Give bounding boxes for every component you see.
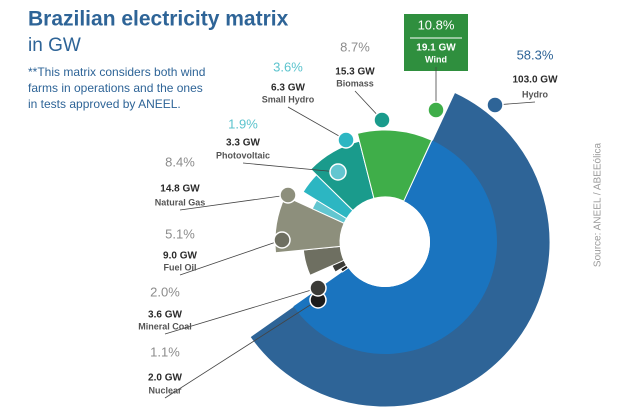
source: Source: ANEEL / ABEEólica <box>593 142 604 267</box>
percent-label: 10.8% <box>418 17 455 32</box>
slice-inner <box>293 140 498 354</box>
icon <box>329 163 347 181</box>
percent-label: 5.1% <box>165 226 195 241</box>
capacity-label: 103.0 GW <box>512 75 558 86</box>
highlight-box <box>404 14 468 71</box>
capacity-label: 19.1 GW <box>416 43 456 54</box>
leader-line <box>287 106 347 141</box>
percent-label: 2.0% <box>150 284 180 299</box>
category-label: Hydro <box>522 89 549 99</box>
note-box: **This matrix considers both wind farms … <box>28 65 206 111</box>
category-label: Photovoltaic <box>216 150 270 160</box>
category-label: Biomass <box>336 78 374 88</box>
percent-label: 58.3% <box>517 47 554 62</box>
percent-label: 3.6% <box>273 59 303 74</box>
icon <box>486 96 504 114</box>
note: **This matrix considers both wind farms … <box>28 65 206 111</box>
percent-label: 8.4% <box>165 154 195 169</box>
leader-line <box>242 162 339 173</box>
chart-subtitle: in GW <box>28 35 81 56</box>
icon <box>427 101 445 119</box>
icon <box>279 186 297 204</box>
capacity-label: 9.0 GW <box>163 251 197 262</box>
icon <box>273 231 291 249</box>
leader-line <box>179 239 283 276</box>
capacity-label: 3.3 GW <box>226 138 260 149</box>
category-label: Small Hydro <box>262 94 315 104</box>
capacity-label: 3.6 GW <box>148 310 182 321</box>
icon <box>337 131 355 149</box>
category-label: Fuel Oil <box>163 262 196 272</box>
category-label: Wind <box>425 54 447 64</box>
leader-line <box>164 299 319 399</box>
percent-label: 8.7% <box>340 39 370 54</box>
category-label: Natural Gas <box>155 197 206 207</box>
percent-label: 1.1% <box>150 344 180 359</box>
capacity-label: 15.3 GW <box>335 67 375 78</box>
capacity-label: 14.8 GW <box>160 184 200 195</box>
percent-label: 1.9% <box>228 116 258 131</box>
capacity-label: 2.0 GW <box>148 373 182 384</box>
capacity-label: 6.3 GW <box>271 83 305 94</box>
icon <box>309 279 327 297</box>
leader-line <box>164 287 319 335</box>
icon <box>373 111 391 129</box>
category-label: Mineral Coal <box>138 321 192 331</box>
leader-line <box>179 194 289 211</box>
chart-title: Brazilian electricity matrix <box>28 8 289 31</box>
category-label: Nuclear <box>148 385 182 395</box>
hole <box>340 197 430 287</box>
